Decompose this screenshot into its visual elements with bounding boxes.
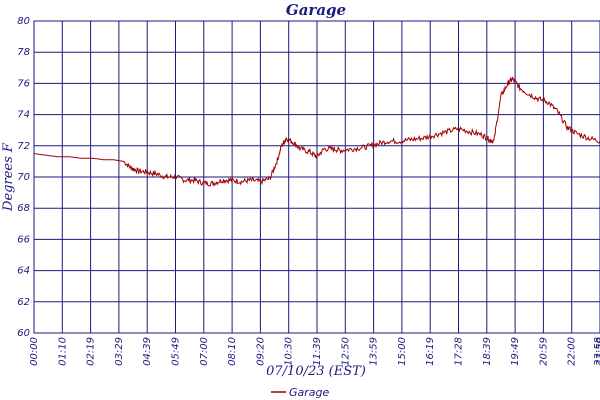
x-tick-label: 04:39 — [142, 337, 153, 366]
y-tick-label: 64 — [17, 266, 30, 277]
series-line-garage — [33, 76, 600, 188]
legend-label: Garage — [289, 386, 330, 399]
y-tick-label: 66 — [17, 234, 30, 245]
x-tick-label: 20:59 — [538, 337, 549, 366]
x-tick-label: 01:10 — [57, 337, 68, 366]
x-tick-label: 07:00 — [199, 337, 210, 366]
legend: Garage — [271, 386, 330, 399]
x-tick-label: 22:00 — [567, 337, 578, 366]
y-tick-label: 78 — [17, 47, 30, 58]
x-tick-label: 05:49 — [171, 337, 182, 366]
x-tick-label: 23:58 — [593, 337, 600, 366]
y-tick-labels: 60 62 64 66 68 70 72 74 76 78 80 — [17, 16, 30, 339]
y-tick-label: 68 — [17, 203, 30, 214]
x-tick-label: 17:28 — [454, 337, 465, 366]
x-tick-label: 08:10 — [227, 337, 238, 366]
x-tick-label: 10:30 — [284, 337, 295, 366]
x-tick-label: 11:39 — [312, 337, 323, 366]
x-tick-labels: 00:00 01:10 02:19 03:29 04:39 05:49 07:00 08:10… — [29, 337, 600, 366]
y-tick-label: 62 — [17, 297, 30, 308]
x-tick-label: 16:19 — [425, 337, 436, 366]
x-tick-label: 15:00 — [397, 337, 408, 366]
plot-frame — [33, 20, 600, 334]
chart-title: Garage — [286, 1, 346, 19]
y-tick-label: 80 — [17, 16, 30, 27]
x-tick-label: 23:59 — [595, 337, 600, 366]
x-tick-label: 19:49 — [510, 337, 521, 366]
grid — [33, 20, 600, 334]
y-tick-label: 70 — [17, 172, 30, 183]
x-tick-label: 12:50 — [340, 337, 351, 366]
x-tick-label: 18:39 — [482, 337, 493, 366]
x-axis-label: 07/10/23 (EST) — [266, 364, 366, 379]
y-tick-label: 76 — [17, 78, 30, 89]
x-tick-label: 02:19 — [86, 337, 97, 366]
x-tick-label: 13:59 — [369, 337, 380, 366]
y-tick-label: 72 — [17, 141, 30, 152]
x-tick-label: 00:00 — [29, 337, 40, 366]
x-tick-label: 03:29 — [114, 337, 125, 366]
y-axis-label: Degrees F — [1, 142, 16, 212]
y-tick-label: 60 — [17, 328, 30, 339]
y-tick-label: 74 — [17, 110, 30, 121]
x-tick-label: 09:20 — [255, 337, 266, 366]
